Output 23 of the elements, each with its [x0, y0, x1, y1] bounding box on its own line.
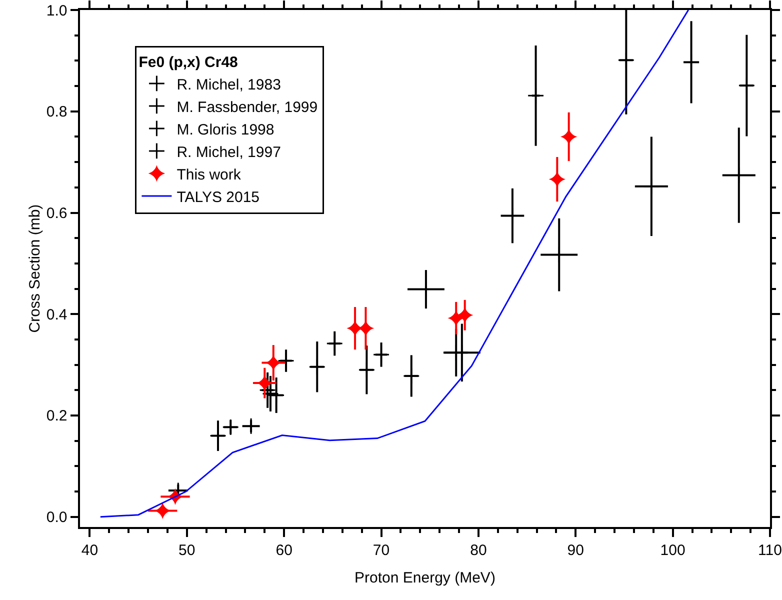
x-tick-label: 70	[372, 542, 390, 559]
y-tick-label: 0.0	[46, 509, 68, 526]
x-tick-label: 80	[470, 542, 487, 559]
legend-label: M. Gloris 1998	[176, 121, 274, 138]
legend-label: R. Michel, 1983	[176, 76, 281, 94]
x-tick-label: 60	[276, 542, 292, 559]
y-tick-label: 0.6	[46, 205, 68, 222]
x-tick-label: 90	[567, 542, 584, 559]
y-tick-label: 1.0	[46, 2, 68, 20]
x-tick-label: 100	[660, 542, 686, 559]
legend-title: Fe0 (p,x) Cr48	[138, 54, 238, 72]
legend-label: This work	[176, 166, 242, 184]
y-tick-label: 0.2	[46, 408, 68, 425]
x-tick-label: 110	[758, 542, 782, 559]
x-tick-label: 40	[81, 542, 98, 559]
x-tick-label: 50	[178, 542, 196, 559]
y-axis-title: Cross Section (mb)	[26, 204, 44, 333]
x-axis-title: Proton Energy (MeV)	[354, 570, 496, 586]
legend-label: R. Michel, 1997	[176, 144, 281, 161]
y-tick-label: 0.4	[46, 306, 68, 324]
legend-label: TALYS 2015	[176, 188, 260, 206]
legend-label: M. Fassbender, 1999	[176, 98, 318, 116]
y-tick-label: 0.8	[46, 104, 68, 121]
